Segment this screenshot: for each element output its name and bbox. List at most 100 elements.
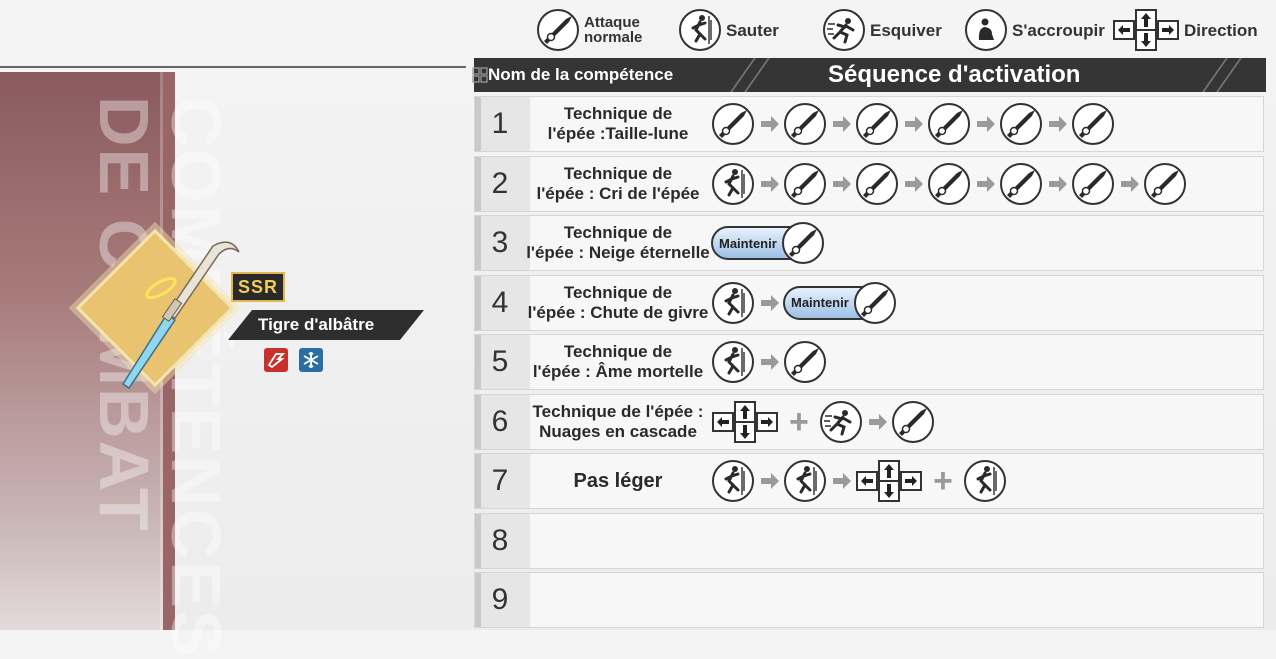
arrow-right-icon bbox=[833, 175, 851, 192]
attack-icon bbox=[1072, 162, 1114, 205]
arrow-right-icon bbox=[868, 413, 887, 430]
skill-number: 1 bbox=[475, 97, 530, 151]
skill-name-line2: l'épée : Neige éternelle bbox=[526, 243, 710, 262]
skill-name-line1: Technique de bbox=[563, 104, 673, 123]
arrow-right-icon bbox=[833, 116, 851, 132]
attack-icon bbox=[1000, 103, 1042, 145]
skill-name-text: Technique de l'épée : Chute de givre bbox=[528, 283, 709, 323]
column-header-skill-name: Nom de la compétence bbox=[488, 65, 674, 84]
legend-attack-label: Attaque normale bbox=[584, 15, 642, 45]
activation-sequence: Maintenir bbox=[711, 276, 897, 330]
skill-number: 4 bbox=[475, 275, 530, 330]
table-header: Nom de la compétence Séquence d'activati… bbox=[472, 58, 1266, 92]
legend-jump: Sauter bbox=[678, 8, 779, 52]
skill-name-text: Pas léger bbox=[574, 471, 663, 491]
attack-icon bbox=[928, 103, 970, 145]
attack-icon bbox=[712, 103, 754, 145]
skill-name: Technique de l'épée : Neige éternelle bbox=[525, 216, 711, 270]
arrow-right-icon bbox=[1049, 175, 1067, 192]
skill-number: 3 bbox=[475, 216, 530, 270]
skill-name-line1: Technique de bbox=[563, 282, 673, 302]
attack-icon bbox=[1000, 162, 1042, 205]
attack-icon bbox=[781, 222, 824, 264]
hold-attack-input: Maintenir bbox=[783, 281, 897, 324]
attack-icon bbox=[856, 162, 898, 205]
legend-dodge: Esquiver bbox=[822, 8, 942, 52]
direction-keys-icon bbox=[856, 460, 922, 502]
jump-icon bbox=[711, 340, 755, 384]
header-slash bbox=[744, 58, 770, 92]
skill-number: 2 bbox=[475, 156, 530, 211]
jump-icon bbox=[783, 459, 827, 503]
header-slash bbox=[1216, 58, 1242, 92]
impact-icon bbox=[264, 348, 288, 372]
activation-sequence bbox=[711, 335, 827, 389]
rarity-badge: SSR bbox=[231, 272, 285, 302]
jump-icon bbox=[711, 459, 755, 503]
legend-dodge-label: Esquiver bbox=[870, 20, 942, 40]
banner-title-line1: COMPÉTENCES bbox=[157, 96, 235, 659]
attack-icon bbox=[928, 162, 970, 205]
attack-icon bbox=[891, 400, 934, 443]
activation-sequence bbox=[711, 157, 1187, 211]
activation-sequence: + bbox=[711, 454, 1007, 508]
skill-name bbox=[525, 514, 711, 568]
skill-name-text: Technique de l'épée :Taille-lune bbox=[548, 104, 689, 144]
legend-jump-label: Sauter bbox=[726, 20, 779, 40]
arrow-right-icon bbox=[977, 116, 995, 132]
legend-crouch: S'accroupir bbox=[964, 9, 1105, 51]
arrow-right-icon bbox=[905, 175, 923, 192]
jump-icon bbox=[963, 459, 1007, 503]
skill-name: Technique de l'épée :Taille-lune bbox=[525, 97, 711, 151]
jump-icon bbox=[711, 162, 755, 205]
skill-name-line1: Technique de bbox=[563, 163, 673, 183]
skill-name-line2: l'épée :Taille-lune bbox=[547, 124, 689, 143]
activation-sequence bbox=[711, 97, 1115, 151]
skill-name: Technique de l'épée : Cri de l'épée bbox=[525, 157, 711, 211]
dodge-icon bbox=[822, 8, 866, 52]
skill-row: 1 Technique de l'épée :Taille-lune bbox=[474, 96, 1264, 152]
legend-crouch-label: S'accroupir bbox=[1012, 20, 1105, 40]
grid-icon bbox=[472, 67, 488, 83]
legend-attack-label-line1: Attaque bbox=[584, 14, 640, 31]
skill-row: 6 Technique de l'épée : Nuages en cascade + bbox=[474, 393, 1264, 450]
attack-icon bbox=[537, 9, 579, 51]
attack-icon bbox=[1144, 162, 1186, 205]
skill-name: Technique de l'épée : Nuages en cascade bbox=[525, 395, 711, 449]
weapon-name: Tigre d'albâtre bbox=[228, 310, 424, 340]
attack-icon bbox=[853, 281, 896, 324]
attack-icon bbox=[784, 162, 826, 205]
attack-icon bbox=[784, 103, 826, 145]
legend-attack: Attaque normale bbox=[536, 9, 642, 51]
skill-name-line2: Nuages en cascade bbox=[539, 421, 697, 441]
arrow-right-icon bbox=[761, 175, 779, 192]
skill-name-line1: Technique de bbox=[563, 342, 673, 361]
legend-direction-label: Direction bbox=[1184, 20, 1258, 40]
divider-line bbox=[0, 66, 466, 68]
jump-icon bbox=[678, 8, 722, 52]
skill-row: 8 bbox=[474, 512, 1264, 569]
crouch-icon bbox=[965, 9, 1007, 51]
skill-number: 8 bbox=[475, 513, 530, 568]
arrow-right-icon bbox=[761, 294, 779, 311]
arrow-right-icon bbox=[761, 354, 779, 370]
direction-keys-icon bbox=[1113, 9, 1179, 51]
header-slash bbox=[730, 58, 756, 92]
skill-name-line1: Pas léger bbox=[573, 470, 663, 492]
skill-name bbox=[525, 573, 711, 627]
skill-name-text: Technique de l'épée : Nuages en cascade bbox=[533, 402, 704, 442]
jump-icon bbox=[711, 281, 755, 324]
sword-weapon-icon bbox=[121, 241, 240, 390]
skill-name: Technique de l'épée : Âme mortelle bbox=[525, 335, 711, 389]
column-header-sequence: Séquence d'activation bbox=[828, 61, 1081, 88]
skill-number: 9 bbox=[475, 573, 530, 627]
hold-attack-input: Maintenir bbox=[711, 222, 825, 264]
legend-attack-label-line2: normale bbox=[584, 29, 643, 46]
skill-name-line2: l'épée : Cri de l'épée bbox=[536, 183, 700, 203]
arrow-right-icon bbox=[905, 116, 923, 132]
skill-name: Technique de l'épée : Chute de givre bbox=[525, 276, 711, 330]
plus-icon: + bbox=[789, 402, 809, 441]
header-slash bbox=[1202, 58, 1228, 92]
activation-sequence: Maintenir bbox=[711, 216, 825, 270]
legend-direction: Direction bbox=[1112, 9, 1258, 51]
